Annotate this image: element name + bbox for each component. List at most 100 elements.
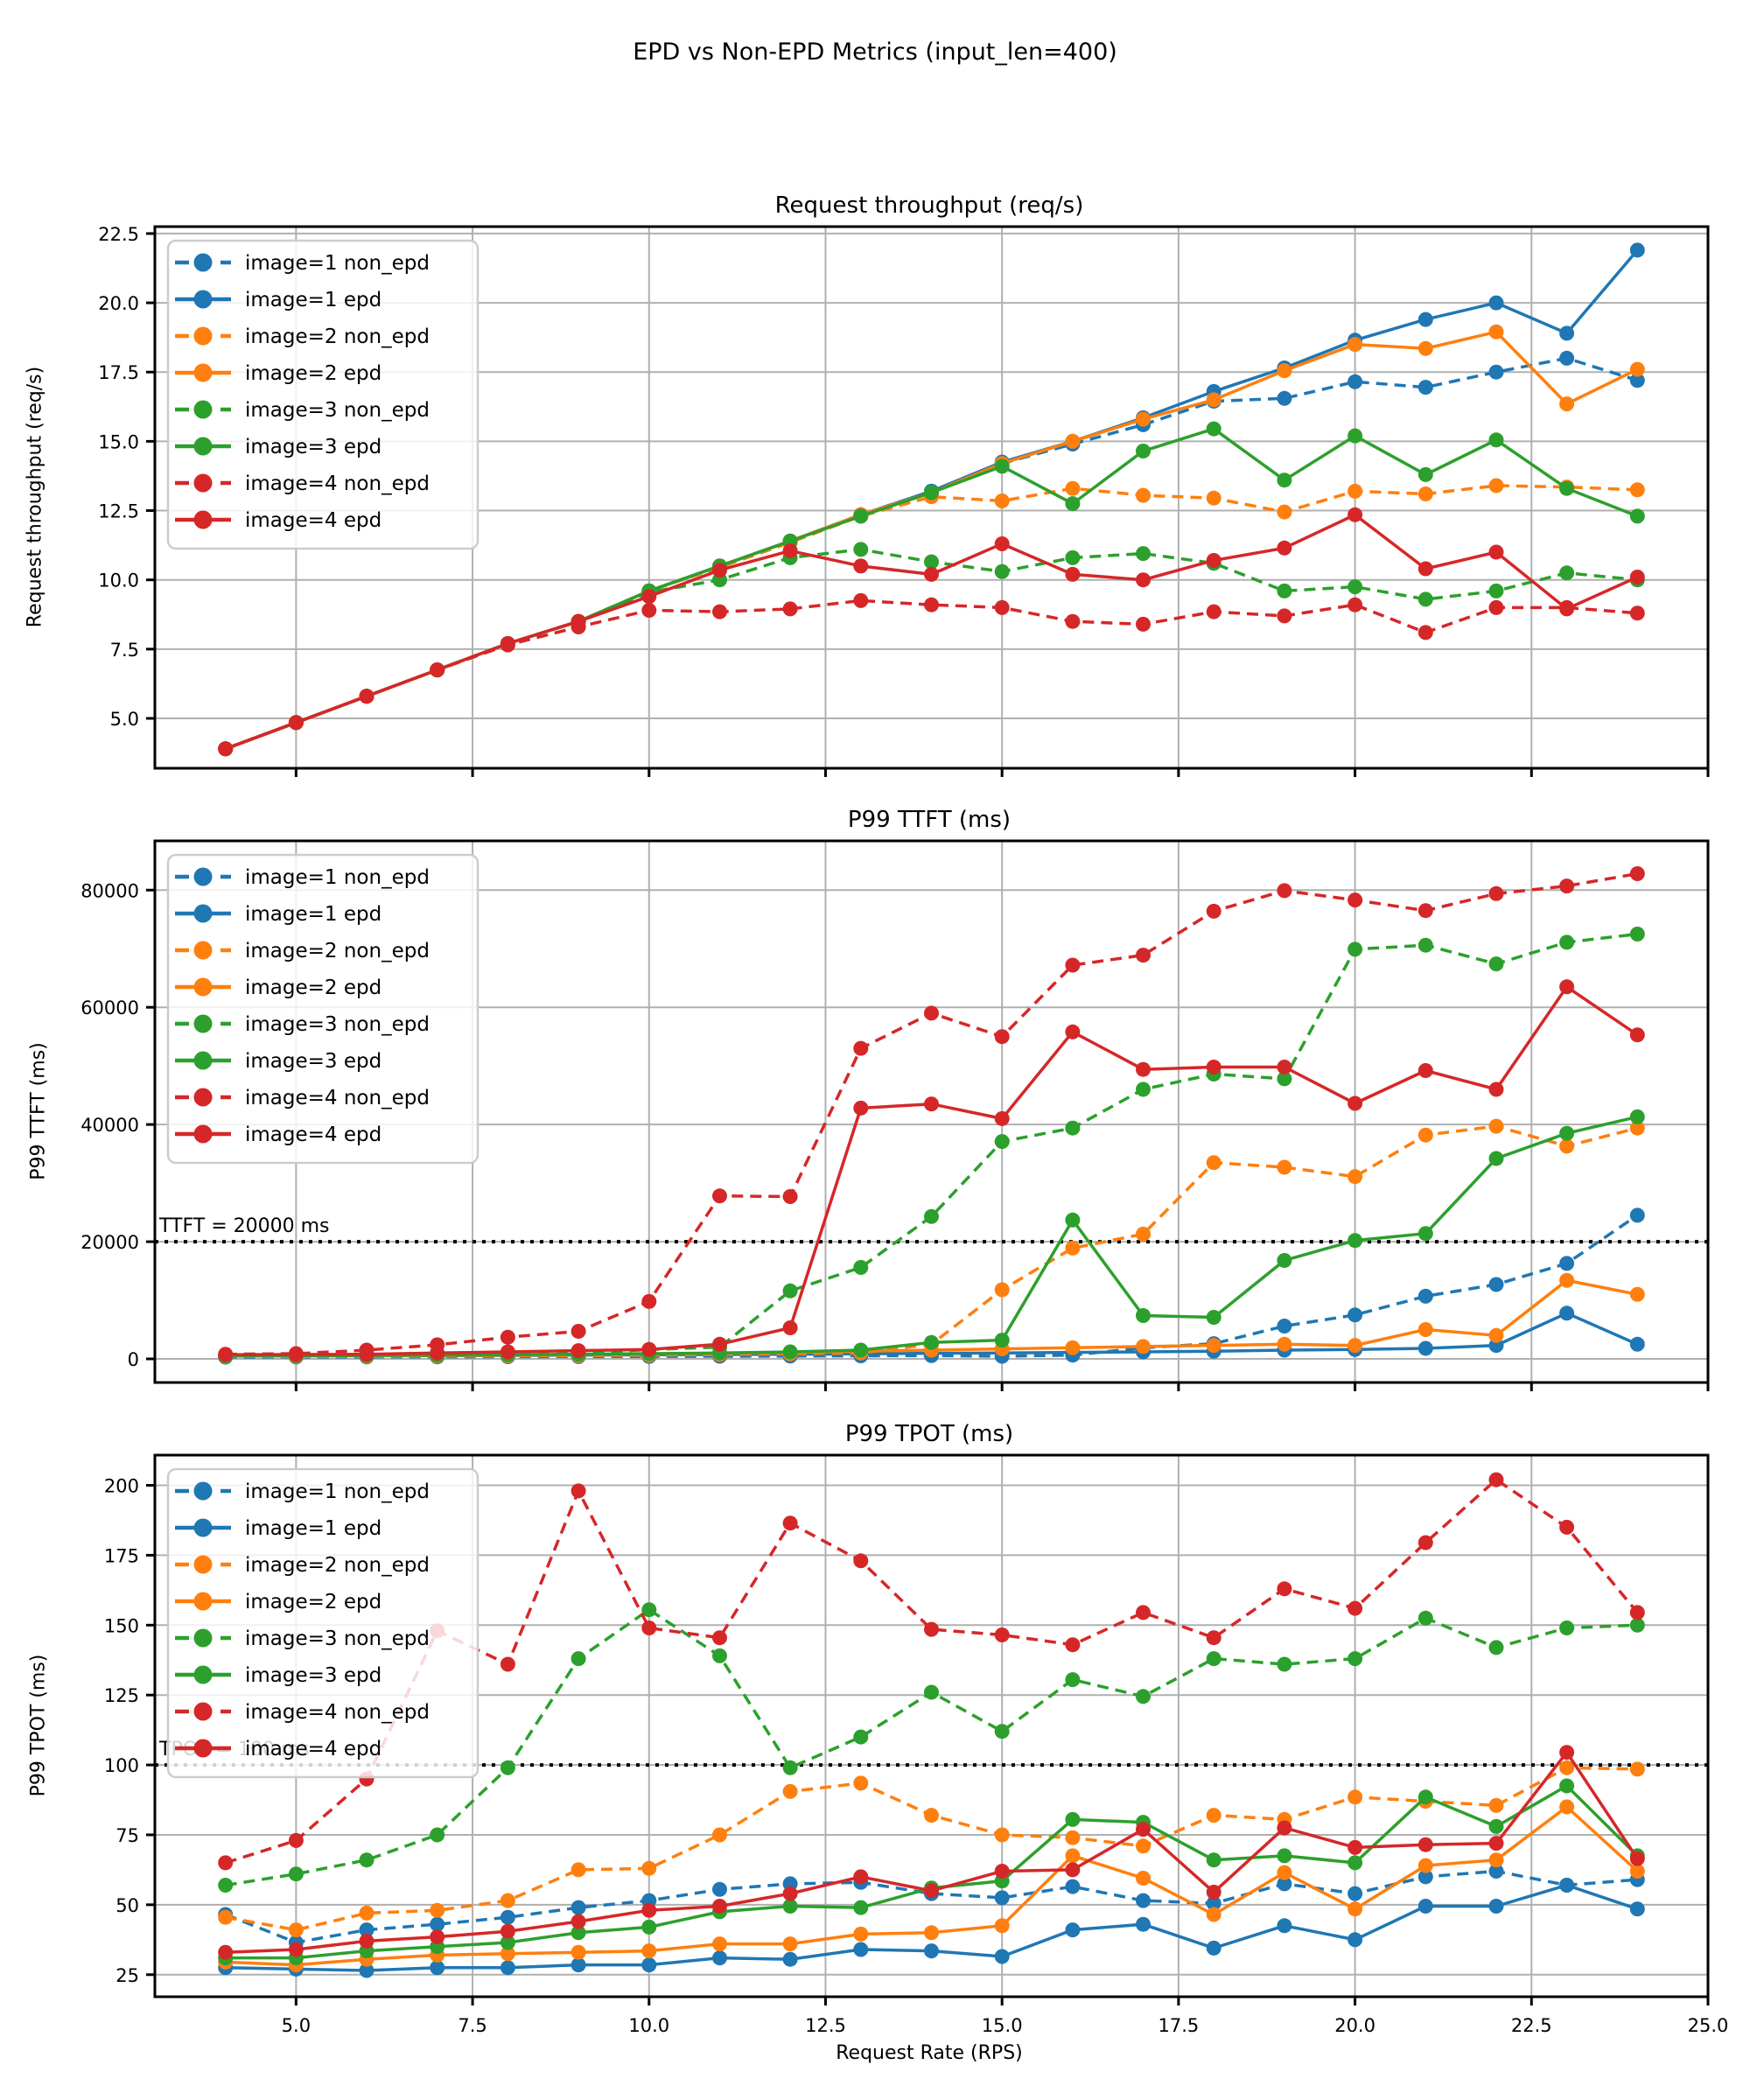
y-tick-labels: 5.0 7.5 10.0 12.5 15.0 17.5 20.0 22.5	[98, 224, 139, 730]
axes-spines	[153, 225, 1710, 770]
grid	[155, 227, 1709, 768]
legend-item-label: image=3 non_epd	[245, 399, 430, 422]
svg-text:20000: 20000	[80, 1232, 139, 1253]
legend-item-label: image=4 non_epd	[245, 1701, 430, 1724]
legend-item-label: image=4 epd	[245, 1738, 382, 1760]
legend-item-label: image=1 epd	[245, 903, 382, 926]
chart-2: TTFT = 20000 ms 0 20000 40000 60000 80000 imag…	[80, 839, 1710, 1391]
legend-marker-icon	[193, 1481, 213, 1501]
svg-text:40000: 40000	[80, 1115, 139, 1136]
legend-marker-icon	[193, 867, 213, 886]
legend-marker-icon	[193, 1518, 213, 1537]
svg-text:7.5: 7.5	[110, 640, 139, 661]
chart-3: TPOT = 100 ms2550751001251501752005.07.5…	[104, 1453, 1729, 2036]
series-image-1-non_epd-line	[225, 1869, 1638, 1944]
legend-item-label: image=1 non_epd	[245, 252, 430, 275]
legend-marker-icon	[193, 1739, 213, 1758]
legend-box: image=1 non_epd image=1 epd image=2 non_ep…	[166, 1467, 480, 1779]
svg-text:125: 125	[104, 1685, 139, 1706]
legend-item-label: image=3 epd	[245, 436, 382, 458]
svg-text:10.0: 10.0	[98, 570, 139, 592]
svg-text:20.0: 20.0	[1334, 2015, 1376, 2036]
figure-suptitle: EPD vs Non-EPD Metrics (input_len=400)	[633, 38, 1117, 66]
svg-text:12.5: 12.5	[805, 2015, 846, 2036]
svg-text:15.0: 15.0	[98, 431, 139, 452]
legend-marker-icon	[193, 1702, 213, 1721]
svg-text:200: 200	[104, 1476, 139, 1497]
legend-item-label: image=2 non_epd	[245, 326, 430, 348]
y-tick-labels: 25 50 75 100 125 150 175 200	[104, 1476, 139, 1986]
x-axis-label: Request Rate (RPS)	[836, 2042, 1023, 2064]
legend-marker-icon	[193, 1555, 213, 1574]
series-image-2-non_epd-markers	[218, 1760, 1645, 1938]
legend-item-label: image=4 epd	[245, 509, 382, 532]
chart2-title: P99 TTFT (ms)	[847, 807, 1012, 833]
chart3-title: P99 TPOT (ms)	[844, 1421, 1014, 1447]
legend-marker-icon	[193, 977, 213, 997]
legend-marker-icon	[193, 1665, 213, 1684]
legend-marker-icon	[193, 290, 213, 309]
axis-ticks	[146, 232, 1710, 777]
svg-text:5.0: 5.0	[282, 2015, 311, 2036]
svg-text:17.5: 17.5	[98, 362, 139, 383]
legend-marker-icon	[193, 473, 213, 493]
legend-marker-icon	[193, 1051, 213, 1070]
legend-marker-icon	[193, 941, 213, 960]
legend-item-label: image=1 non_epd	[245, 866, 430, 889]
legend-box: image=1 non_epd image=1 epd image=2 non_ep…	[166, 239, 480, 550]
legend-item-label: image=2 epd	[245, 976, 382, 999]
svg-text:12.5: 12.5	[98, 501, 139, 522]
y-tick-labels: 0 20000 40000 60000 80000	[80, 880, 139, 1370]
legend-marker-icon	[193, 1088, 213, 1107]
legend-marker-icon	[193, 326, 213, 346]
svg-text:5.0: 5.0	[110, 709, 139, 730]
legend-marker-icon	[193, 1592, 213, 1611]
threshold-label: TTFT = 20000 ms	[158, 1215, 330, 1237]
series-image-1-epd-markers	[218, 1878, 1645, 1978]
axes-spines	[153, 1453, 1710, 1998]
legend-marker-icon	[193, 1628, 213, 1648]
svg-text:60000: 60000	[80, 998, 139, 1018]
chart1-ylabel: Request throughput (req/s)	[24, 366, 46, 628]
legend-marker-icon	[193, 400, 213, 419]
legend-item-label: image=1 non_epd	[245, 1480, 430, 1503]
legend-item-label: image=2 epd	[245, 1591, 382, 1614]
series-image-4-epd-markers	[218, 507, 1645, 757]
axis-ticks	[146, 888, 1710, 1391]
svg-text:100: 100	[104, 1755, 139, 1776]
legend-item-label: image=2 non_epd	[245, 940, 430, 962]
series-image-1-non_epd-line	[225, 356, 1638, 751]
legend-item-label: image=4 non_epd	[245, 472, 430, 495]
legend-item-label: image=3 non_epd	[245, 1628, 430, 1650]
legend-item-label: image=2 epd	[245, 362, 382, 385]
legend-marker-icon	[193, 904, 213, 923]
svg-text:17.5: 17.5	[1158, 2015, 1200, 2036]
legend-item-label: image=1 epd	[245, 1517, 382, 1540]
svg-text:22.5: 22.5	[98, 224, 139, 245]
legend-marker-icon	[193, 363, 213, 382]
axis-ticks	[146, 1484, 1710, 2006]
series-image-3-non_epd-markers	[218, 1602, 1645, 1893]
chart-1: 5.0 7.5 10.0 12.5 15.0 17.5 20.0 22.5 image=1 no…	[98, 224, 1710, 777]
svg-text:50: 50	[116, 1895, 139, 1916]
svg-text:10.0: 10.0	[628, 2015, 669, 2036]
legend-item-label: image=3 non_epd	[245, 1013, 430, 1036]
legend-item-label: image=3 epd	[245, 1050, 382, 1073]
svg-text:15.0: 15.0	[982, 2015, 1023, 2036]
legend-box: image=1 non_epd image=1 epd image=2 non_ep…	[166, 853, 480, 1165]
legend-item-label: image=2 non_epd	[245, 1554, 430, 1577]
svg-text:75: 75	[116, 1825, 139, 1846]
chart2-ylabel: P99 TTFT (ms)	[27, 1042, 50, 1180]
svg-text:7.5: 7.5	[458, 2015, 486, 2036]
legend-item-label: image=4 non_epd	[245, 1087, 430, 1110]
legend-item-label: image=1 epd	[245, 289, 382, 312]
legend-marker-icon	[193, 253, 213, 272]
series-image-4-non_epd-markers	[218, 866, 1645, 1362]
chart1-title: Request throughput (req/s)	[774, 192, 1084, 219]
legend-marker-icon	[193, 1124, 213, 1144]
svg-text:20.0: 20.0	[98, 293, 139, 314]
svg-text:25.0: 25.0	[1688, 2015, 1729, 2036]
chart3-ylabel: P99 TPOT (ms)	[27, 1654, 50, 1797]
legend-marker-icon	[193, 510, 213, 529]
